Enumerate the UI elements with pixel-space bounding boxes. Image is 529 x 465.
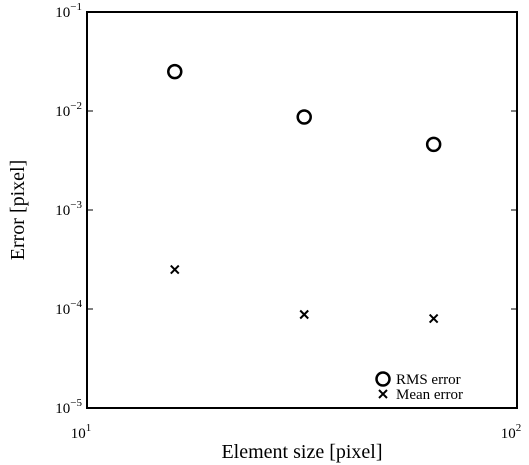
tick-label: 102 <box>501 422 522 442</box>
tick-label: 10−5 <box>55 397 82 417</box>
marker-x <box>170 264 180 275</box>
tick-exponent: −4 <box>70 298 82 310</box>
tick-exponent: 2 <box>516 422 522 434</box>
tick-label: 10−2 <box>55 100 82 120</box>
tick-exponent: −1 <box>70 1 82 13</box>
tick-exponent: 1 <box>86 422 92 434</box>
plot-frame <box>86 11 518 409</box>
x-axis-label: Element size [pixel] <box>221 441 382 463</box>
legend-label: RMS error <box>396 372 461 388</box>
tick-base: 10 <box>55 401 70 417</box>
legend-label: Mean error <box>396 387 463 403</box>
tick-base: 10 <box>55 5 70 21</box>
tick-label: 101 <box>71 422 92 442</box>
y-axis-label: Error [pixel] <box>7 160 29 261</box>
tick-label: 10−4 <box>55 298 82 318</box>
tick-label: 10−3 <box>55 199 82 219</box>
tick-base: 10 <box>55 302 70 318</box>
tick-base: 10 <box>55 203 70 219</box>
tick-exponent: −3 <box>70 199 82 211</box>
tick-base: 10 <box>55 104 70 120</box>
tick-exponent: −5 <box>70 397 82 409</box>
marker-circle <box>425 136 442 153</box>
tick-exponent: −2 <box>70 100 82 112</box>
marker-circle <box>167 63 183 80</box>
tick-label: 10−1 <box>55 1 82 21</box>
marker-circle <box>375 371 391 387</box>
marker-x <box>378 389 388 399</box>
tick-base: 10 <box>501 426 516 442</box>
tick-base: 10 <box>71 426 86 442</box>
marker-circle <box>296 109 312 125</box>
marker-x <box>299 309 309 320</box>
marker-x <box>428 313 439 324</box>
